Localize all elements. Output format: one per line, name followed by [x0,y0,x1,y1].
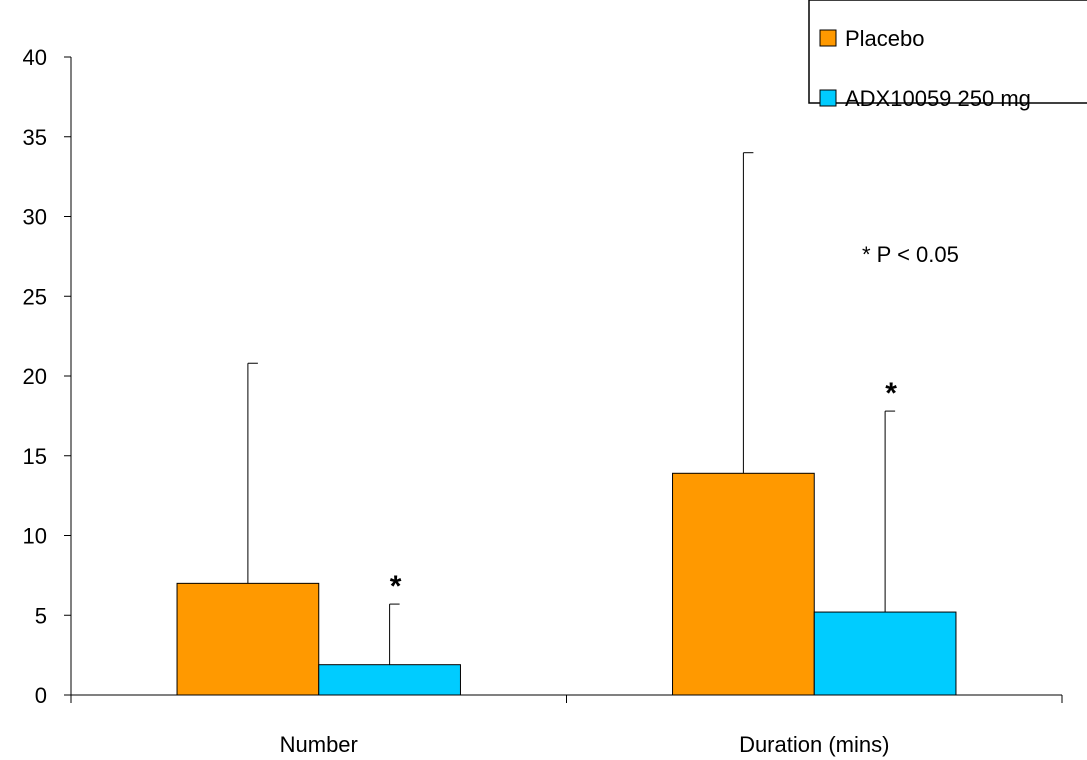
bar [813,611,957,696]
legend-label: Placebo [845,26,925,51]
x-category-label: Number [280,732,358,757]
legend-box [808,0,1087,104]
bar [318,664,461,696]
bar [176,582,320,696]
y-tick-label: 5 [35,603,47,628]
p-value-annotation: * P < 0.05 [862,242,959,267]
y-tick-label: 40 [23,45,47,70]
y-axis: 0 5 10 15 20 25 30 35 40 [23,45,72,708]
significance-markers: ** [390,377,898,603]
legend-label: ADX10059 250 mg [845,86,1031,111]
bars-group [176,472,957,696]
x-axis: Number Duration (mins) [70,694,1063,757]
y-tick-label: 10 [23,524,47,549]
legend-swatch [819,89,837,107]
legend-swatch [819,29,837,47]
significance-star: * [390,570,402,603]
bar [672,472,815,696]
y-tick-label: 25 [23,284,47,309]
error-bars-group [247,152,896,665]
y-tick-label: 0 [35,683,47,708]
y-tick-label: 30 [23,205,47,230]
y-tick-label: 35 [23,125,47,150]
x-category-label: Duration (mins) [739,732,889,757]
legend: Placebo ADX10059 250 mg [808,0,1087,111]
significance-star: * [885,377,897,410]
y-tick-label: 15 [23,444,47,469]
y-tick-label: 20 [23,364,47,389]
